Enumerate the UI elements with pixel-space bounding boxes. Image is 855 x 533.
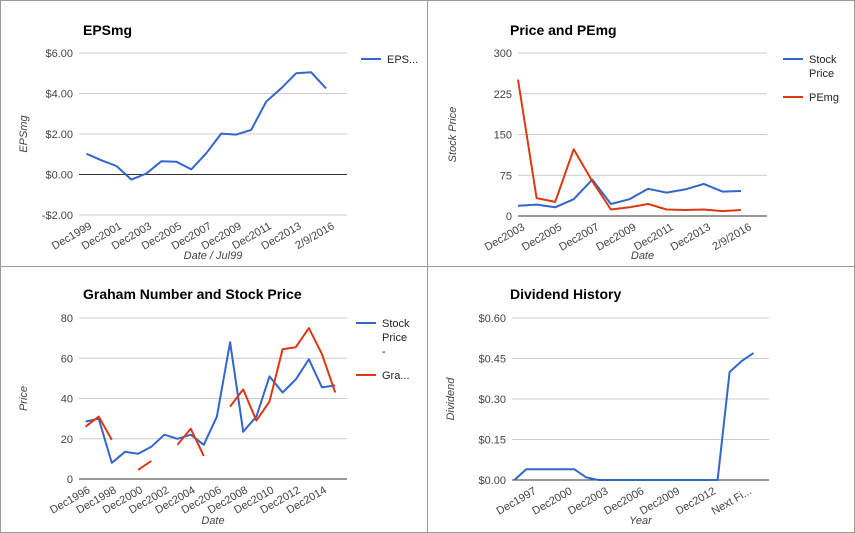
chart-svg: EPSmg-$2.00$0.00$2.00$4.00$6.00Dec1999De… — [18, 22, 418, 262]
series-line-2 — [176, 427, 205, 457]
x-axis-label: Date / Jul99 — [184, 250, 243, 262]
x-axis-label: Date — [631, 250, 654, 262]
x-tick-label: Dec2013 — [669, 221, 713, 253]
chart-svg: Graham Number and Stock Price020406080De… — [18, 286, 410, 527]
y-tick-label: 80 — [61, 313, 73, 325]
y-tick-label: 40 — [61, 394, 73, 406]
y-tick-label: 20 — [61, 434, 73, 446]
series-line-2 — [517, 79, 742, 213]
series-line-1 — [85, 341, 336, 464]
y-tick-label: 75 — [500, 170, 512, 182]
y-tick-label: $0.45 — [478, 354, 506, 366]
series-line-1 — [517, 178, 742, 209]
x-tick-label: Dec2007 — [557, 221, 601, 253]
chart-title: Dividend History — [510, 286, 621, 302]
y-tick-label: $0.60 — [478, 313, 506, 325]
y-tick-label: $0.30 — [478, 394, 506, 406]
chart-panel-price-pemg: Price and PEmg 0 75 150 225 300 Dec2003 Dec2005… — [427, 0, 855, 268]
x-tick-label: Dec2003 — [483, 221, 527, 253]
y-tick-label: $0.15 — [478, 435, 506, 447]
y-axis-label: Price — [18, 386, 30, 411]
x-tick-label: Dec2011 — [632, 221, 675, 253]
x-tick-label: 2/9/2016 — [711, 221, 754, 253]
x-tick-label: Dec2006 — [602, 485, 646, 517]
legend-label: Gra... — [382, 370, 410, 382]
y-tick-label: $0.00 — [45, 170, 73, 182]
chart-title: EPSmg — [83, 22, 132, 38]
chart-panel-epsmg: EPSmg -$2.00 $0.00 $2.00 $4.00 $6.00 Dec1999 De… — [0, 0, 428, 268]
y-tick-label: 150 — [494, 130, 512, 142]
y-tick-label: -$2.00 — [42, 210, 73, 222]
chart-panel-graham-number: Graham Number and Stock Price 0 20 40 60 80 De… — [0, 266, 428, 533]
y-axis-label: EPSmg — [18, 114, 30, 152]
chart-panel-dividend-history: Dividend History $0.00 $0.15 $0.30 $0.45 $0.6… — [427, 266, 855, 533]
legend-label: Stock Price — [809, 54, 837, 80]
y-axis-label: Dividend — [445, 377, 457, 421]
x-tick-label: Dec2000 — [530, 485, 574, 517]
x-tick-label: Dec2012 — [674, 485, 718, 517]
y-tick-label: 300 — [494, 48, 512, 60]
y-tick-label: 0 — [506, 211, 512, 223]
series-line-1 — [86, 71, 327, 181]
y-tick-label: 0 — [67, 474, 73, 486]
y-tick-label: 225 — [494, 89, 512, 101]
chart-svg: Price and PEmg 0 75 150 225 300 Dec2003Dec2005… — [447, 22, 839, 262]
x-axis-label: Date — [201, 515, 224, 527]
series-line-2 — [84, 415, 113, 441]
x-tick-label: Dec1997 — [494, 485, 538, 517]
chart-svg: Dividend History $0.00 $0.15 $0.30 $0.45 $0.6… — [445, 286, 769, 527]
chart-title: Graham Number and Stock Price — [83, 286, 302, 302]
legend-label: EPS... — [387, 54, 418, 66]
y-axis-label: Stock Price — [447, 107, 459, 163]
x-tick-label: Dec2005 — [520, 221, 564, 253]
x-tick-label: Dec2009 — [594, 221, 638, 253]
y-tick-label: 60 — [61, 353, 73, 365]
chart-title: Price and PEmg — [510, 22, 617, 38]
y-tick-label: $4.00 — [45, 89, 73, 101]
legend-label: Stock Price - — [382, 318, 410, 358]
x-tick-label: Dec2003 — [566, 485, 610, 517]
series-line-2 — [137, 460, 152, 471]
x-tick-label: Dec2009 — [638, 485, 682, 517]
x-axis-label: Year — [629, 515, 653, 527]
y-tick-label: $6.00 — [45, 48, 73, 60]
y-tick-label: $2.00 — [45, 129, 73, 141]
series-line-1 — [513, 352, 755, 481]
x-tick-label: Next Fi... — [710, 485, 754, 517]
series-line-2 — [229, 327, 337, 422]
y-tick-label: $0.00 — [478, 475, 506, 487]
legend-label: PEmg — [809, 92, 839, 104]
